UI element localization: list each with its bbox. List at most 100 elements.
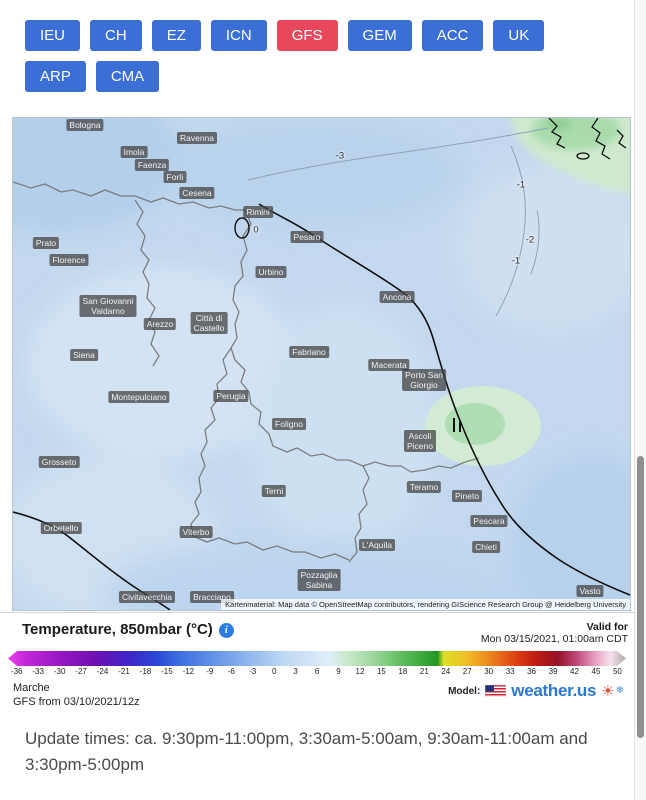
city-label-ancona: Ancona	[379, 290, 415, 304]
colorbar-tick: -24	[96, 667, 109, 676]
colorbar-tick: -21	[118, 667, 130, 676]
city-label-cesena: Cesena	[179, 186, 215, 200]
temperature-colorbar	[8, 651, 626, 666]
model-button-ieu[interactable]: IEU	[25, 20, 81, 51]
city-label-ravenna: Ravenna	[176, 131, 218, 145]
valid-for-label: Valid for	[586, 621, 628, 633]
city-label-macerata: Macerata	[368, 358, 410, 372]
city-label-urbino: Urbino	[255, 265, 287, 279]
city-label-perugia: Perugia	[213, 389, 249, 403]
snowflake-icon: ❄	[615, 685, 624, 696]
city-label-siena: Siena	[70, 348, 98, 362]
colorbar-tick: -3	[249, 667, 257, 676]
colorbar-tick: -27	[75, 667, 87, 676]
colorbar-tick: -36	[10, 667, 23, 676]
scrollbar-thumb[interactable]	[637, 456, 644, 738]
colorbar-tick: 36	[527, 667, 537, 676]
contour-label: -1	[516, 179, 526, 191]
city-label-vasto: Vasto	[576, 584, 604, 598]
model-run-label: GFS from 03/10/2021/12z	[13, 696, 140, 709]
city-label-chieti: Chieti	[472, 540, 500, 554]
city-label-l-aquila: L'Aquila	[359, 538, 395, 552]
city-label-ascoli-piceno: Ascoli Piceno	[404, 429, 436, 453]
city-label-forl-: Forlì	[163, 170, 187, 184]
colorbar-tick: -33	[32, 667, 44, 676]
colorbar-tick: 3	[293, 667, 298, 676]
contour-label: -3	[335, 150, 345, 162]
update-times-text: Update times: ca. 9:30pm-11:00pm, 3:30am…	[25, 729, 588, 775]
colorbar-tick: 15	[376, 667, 386, 676]
colorbar-tick: 30	[484, 667, 494, 676]
model-button-bar: IEU CH EZ ICN GFS GEM ACC UK ARP CMA	[25, 20, 545, 92]
city-label-pesaro: Pesaro	[290, 230, 324, 244]
weather-map[interactable]: Bologna Ravenna Imola Faenza Forlì Cesena Rimi…	[12, 117, 631, 611]
colorbar-tick: 21	[419, 667, 429, 676]
colorbar-tick: -30	[53, 667, 66, 676]
colorbar-tick: 12	[355, 667, 365, 676]
city-label-teramo: Teramo	[406, 480, 442, 494]
model-button-ch[interactable]: CH	[90, 20, 142, 51]
colorbar-tick: -9	[206, 667, 214, 676]
contour-label: 0	[253, 224, 259, 236]
info-icon[interactable]: i	[218, 623, 234, 638]
city-label-citt-di-castello: Città di Castello	[190, 311, 228, 335]
model-button-icn[interactable]: ICN	[210, 20, 267, 51]
colorbar-tick: -15	[161, 667, 173, 676]
city-label-orbetello: Orbetello	[40, 521, 82, 535]
temperature-map-canvas	[13, 118, 630, 610]
model-button-gem[interactable]: GEM	[347, 20, 412, 51]
colorbar-tick: 0	[271, 667, 277, 676]
colorbar-tick: 33	[505, 667, 515, 676]
region-label: Marche	[13, 682, 50, 694]
colorbar-tick: 24	[441, 667, 451, 676]
colorbar-tick: 6	[314, 667, 320, 676]
city-label-foligno: Foligno	[272, 417, 306, 431]
colorbar-tick: 18	[398, 667, 408, 676]
model-button-arp[interactable]: ARP	[25, 61, 86, 92]
city-label-imola: Imola	[120, 145, 148, 159]
model-label: Model:	[448, 685, 481, 697]
city-label-pescara: Pescara	[470, 514, 508, 528]
us-flag-icon	[485, 685, 507, 697]
weather-us-logo[interactable]: weather.us	[511, 681, 597, 700]
map-attribution: Kartenmaterial: Map data © OpenStreetMap…	[221, 599, 630, 610]
contour-label: -2	[525, 234, 535, 246]
city-label-rimini: Rimini	[243, 205, 273, 219]
city-label-bologna: Bologna	[66, 118, 104, 132]
city-label-prato: Prato	[32, 236, 60, 250]
colorbar-tick: -18	[139, 667, 152, 676]
colorbar-tick: 42	[570, 667, 579, 676]
city-label-san-giovanni-valdarno: San Giovanni Valdarno	[79, 294, 137, 318]
colorbar-tick: 50	[612, 667, 622, 676]
city-label-pineto: Pineto	[451, 489, 483, 503]
model-button-ez[interactable]: EZ	[151, 20, 201, 51]
city-label-florence: Florence	[49, 253, 89, 267]
legend-title: Temperature, 850mbar (°C)	[22, 621, 213, 638]
colorbar-tick: 27	[462, 667, 472, 676]
city-label-pozzaglia-sabina: Pozzaglia Sabina	[297, 568, 341, 592]
city-label-grosseto: Grosseto	[38, 455, 80, 469]
legend-panel: Temperature, 850mbar (°C) i Valid for Mon…	[0, 612, 634, 710]
colorbar-tick: 9	[336, 667, 341, 676]
city-label-porto-san-giorgio: Porto San Giorgio	[402, 368, 446, 392]
city-label-arezzo: Arezzo	[143, 317, 177, 331]
model-button-acc[interactable]: ACC	[421, 20, 484, 51]
model-button-cma[interactable]: CMA	[95, 61, 160, 92]
colorbar-tick-row: -36 -33 -30 -27 -24 -21 -18 -15 -12 -9 -6 -3 0 3 6 9 12 1…	[6, 667, 628, 676]
colorbar-tick: 45	[591, 667, 601, 676]
city-label-civitavecchia: Civitavecchia	[118, 590, 176, 604]
city-label-faenza: Faenza	[134, 158, 170, 172]
city-label-montepulciano: Montepulciano	[108, 390, 170, 404]
model-button-uk[interactable]: UK	[493, 20, 545, 51]
colorbar-tick: 39	[548, 667, 558, 676]
contour-label: -1	[511, 255, 521, 267]
model-button-gfs[interactable]: GFS	[276, 20, 338, 51]
colorbar-tick: -6	[227, 667, 235, 676]
valid-for-date: Mon 03/15/2021, 01:00am CDT	[480, 633, 628, 645]
colorbar-tick: -12	[182, 667, 195, 676]
city-label-viterbo: Viterbo	[179, 525, 213, 539]
sun-icon: ☀	[601, 682, 615, 700]
city-label-terni: Terni	[261, 484, 287, 498]
city-label-fabriano: Fabriano	[289, 345, 329, 359]
scrollbar-track[interactable]	[634, 0, 646, 800]
